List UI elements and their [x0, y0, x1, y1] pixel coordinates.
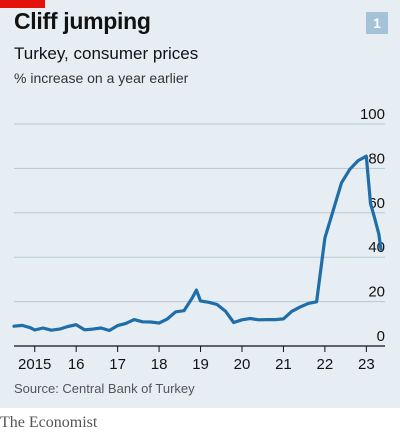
y-tick-label: 80 — [368, 150, 385, 167]
y-tick-label: 20 — [368, 284, 385, 301]
x-tick-label: 22 — [317, 356, 334, 373]
chart-unit-label: % increase on a year earlier — [14, 70, 189, 86]
x-tick-label: 19 — [192, 356, 209, 373]
series-line — [12, 154, 383, 333]
chart-subtitle: Turkey, consumer prices — [14, 44, 199, 63]
y-tick-label: 100 — [360, 106, 385, 123]
chart-number-badge: 1 — [366, 12, 388, 34]
x-tick-label: 2015 — [18, 356, 51, 373]
x-tick-label: 17 — [109, 356, 126, 373]
x-tick-label: 18 — [151, 356, 168, 373]
x-tick-label: 21 — [275, 356, 292, 373]
x-tick-label: 16 — [68, 356, 85, 373]
brand-red-bar — [0, 0, 45, 8]
x-tick-label: 20 — [234, 356, 251, 373]
chart-title: Cliff jumping — [14, 8, 151, 34]
publisher-footer: The Economist — [0, 414, 98, 431]
y-tick-label: 40 — [368, 239, 385, 256]
y-tick-label: 0 — [377, 328, 385, 345]
source-note: Source: Central Bank of Turkey — [14, 381, 195, 396]
x-tick-label: 23 — [358, 356, 375, 373]
chart-panel — [0, 0, 400, 408]
